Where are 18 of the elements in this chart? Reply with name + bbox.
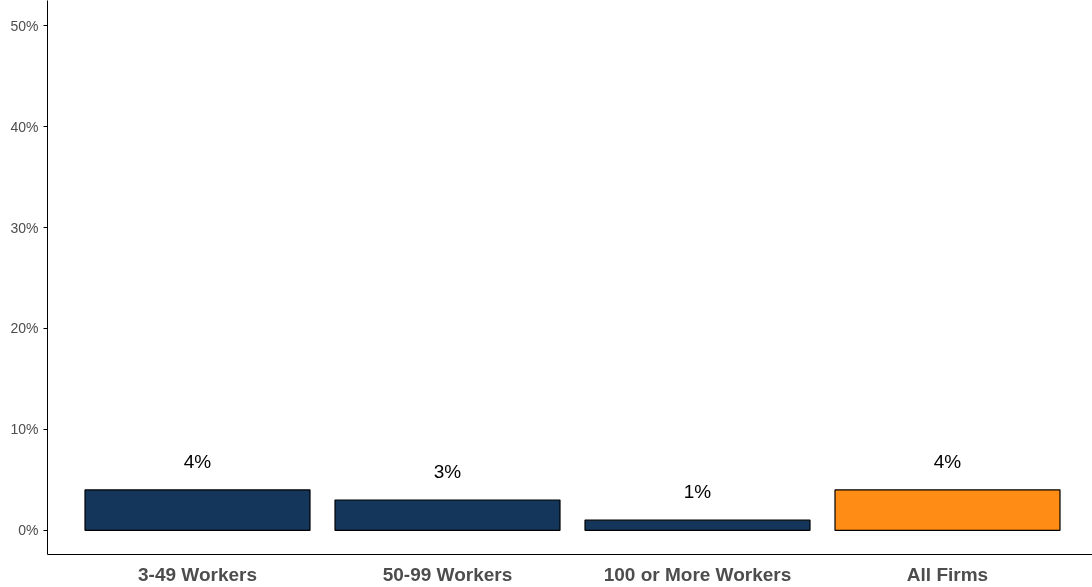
- x-tick-label: 100 or More Workers: [603, 563, 792, 585]
- data-label: 4%: [933, 450, 962, 472]
- data-label: 4%: [183, 450, 212, 472]
- x-tick-label: 3-49 Workers: [138, 563, 257, 585]
- y-tick-label: 30%: [10, 219, 39, 236]
- x-tick-label: 50-99 Workers: [382, 563, 513, 585]
- bar: [334, 499, 561, 531]
- x-tick-label: All Firms: [906, 563, 989, 585]
- y-tick-label: 20%: [10, 320, 39, 337]
- bar: [84, 489, 311, 531]
- bar: [834, 489, 1061, 531]
- bar: [584, 519, 811, 531]
- data-label: 3%: [433, 461, 462, 483]
- data-label: 1%: [683, 481, 712, 503]
- y-tick-label: 40%: [10, 118, 39, 135]
- y-tick-label: 10%: [10, 421, 39, 438]
- y-tick-label: 50%: [10, 17, 39, 34]
- y-tick-label: 0%: [18, 522, 39, 539]
